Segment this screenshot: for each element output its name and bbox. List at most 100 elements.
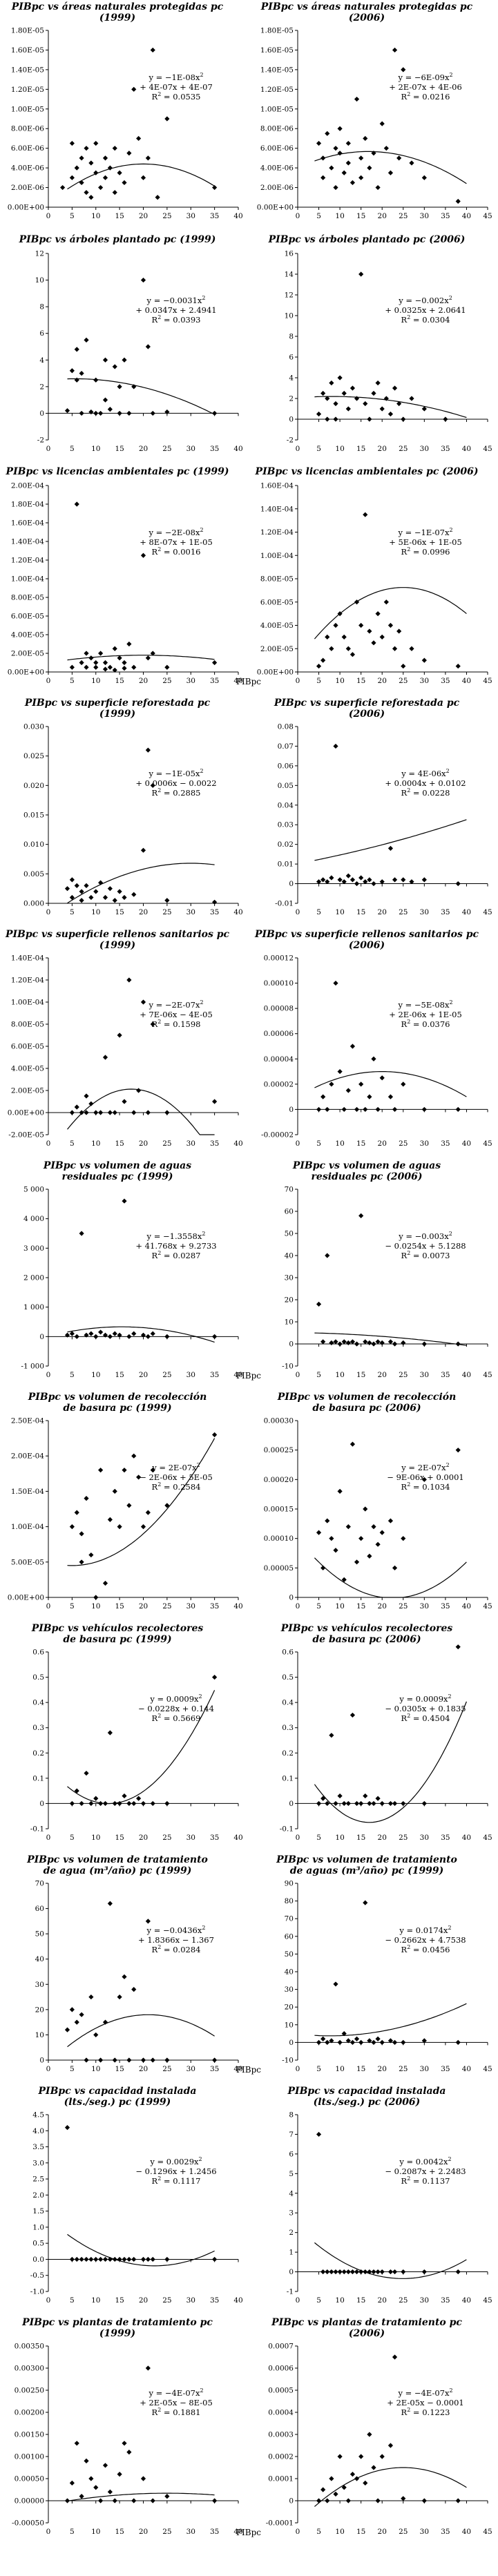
y-tick-label: -0.00050 — [12, 2519, 44, 2528]
equation-label: y = −0.0031x2 — [146, 295, 206, 305]
data-point — [79, 180, 84, 186]
data-point — [84, 1770, 89, 1776]
y-tick-label: 20 — [285, 2003, 294, 2012]
x-tick-label: 35 — [210, 1371, 219, 1379]
data-point — [341, 1339, 347, 1345]
y-tick-label: -2 — [287, 436, 294, 445]
y-tick-label: 1.20E-04 — [260, 528, 294, 537]
x-tick-label: 30 — [420, 445, 429, 453]
data-point — [122, 666, 127, 671]
data-point — [349, 1441, 356, 1447]
data-point — [345, 873, 351, 878]
equation-label: + 1.8366x − 1.367 — [138, 1935, 214, 1945]
x-tick-label: 35 — [441, 2065, 450, 2073]
data-point — [341, 879, 347, 885]
y-tick-label: 10 — [285, 2021, 294, 2029]
y-tick-label: 50 — [35, 1930, 44, 1939]
x-tick-label: 40 — [462, 1834, 471, 1842]
x-tick-label: 40 — [233, 212, 242, 220]
data-point — [379, 1075, 385, 1081]
equation-label: − 0.0305x + 0.1835 — [385, 1704, 466, 1713]
data-point — [316, 2039, 322, 2045]
data-point — [107, 407, 113, 412]
data-point — [375, 2036, 381, 2041]
data-point — [333, 1548, 338, 1553]
trendline — [67, 1326, 215, 1343]
y-tick-label: 0.05 — [278, 782, 294, 790]
data-point — [112, 364, 117, 369]
x-tick-label: 15 — [356, 445, 365, 453]
x-tick-label: 25 — [162, 677, 171, 685]
data-point — [363, 2480, 368, 2486]
data-point — [421, 1800, 427, 1807]
y-tick-label: 1.40E-04 — [11, 538, 44, 546]
data-point — [358, 2454, 364, 2459]
y-tick-label: 0.00200 — [15, 2409, 44, 2417]
data-point — [112, 2057, 117, 2063]
equation-label: − 2E-06x + 5E-05 — [140, 1472, 213, 1482]
data-point — [320, 155, 326, 161]
y-tick-label: 6 — [289, 2150, 294, 2158]
data-point — [354, 1800, 360, 1807]
y-tick-label: 0.00012 — [264, 954, 294, 963]
y-tick-label: 20 — [35, 2006, 44, 2014]
data-point — [102, 1800, 108, 1807]
x-tick-label: 30 — [420, 908, 429, 916]
data-point — [117, 410, 122, 416]
data-point — [341, 2031, 347, 2037]
y-tick-label: 3 — [289, 2209, 294, 2218]
y-tick-label: 0.00E+00 — [8, 204, 44, 212]
data-point — [333, 2269, 338, 2275]
x-tick-label: 25 — [399, 2296, 408, 2305]
data-point — [212, 1432, 218, 1438]
data-point — [112, 1331, 117, 1336]
data-point — [88, 409, 94, 415]
y-tick-label: 1.40E-04 — [260, 505, 294, 513]
data-point — [387, 1339, 394, 1345]
x-tick-label: 10 — [335, 677, 344, 685]
data-point — [325, 2269, 330, 2275]
y-tick-label: 1.00E-05 — [11, 105, 44, 113]
data-point — [98, 2498, 104, 2503]
x-tick-label: 5 — [70, 1140, 75, 1148]
y-tick-label: 0.00050 — [15, 2475, 44, 2483]
data-point — [333, 146, 338, 151]
data-point — [358, 1213, 364, 1218]
equation-label: + 2E-06x + 1E-05 — [389, 1010, 462, 1019]
y-tick-label: 30 — [35, 1981, 44, 1989]
data-point — [358, 175, 364, 180]
x-tick-label: 20 — [139, 2065, 148, 2073]
x-tick-label: 15 — [356, 2065, 365, 2073]
data-point — [145, 655, 151, 661]
data-point — [140, 277, 146, 283]
r-squared-label: R2 = 0.1137 — [401, 2175, 450, 2186]
data-point — [140, 552, 146, 558]
x-tick-label: 30 — [420, 2065, 429, 2073]
x-tick-label: 15 — [115, 1371, 124, 1379]
equation-label: y = −2E-08x2 — [148, 527, 203, 537]
data-point — [320, 2269, 326, 2275]
data-point — [74, 377, 79, 383]
y-tick-label: 1.20E-04 — [11, 557, 44, 565]
x-tick-label: 40 — [233, 1371, 242, 1379]
y-tick-label: 0.00015 — [264, 1506, 294, 1514]
x-tick-label: 40 — [462, 212, 471, 220]
chart-title: PIBpc vs licencias ambientales pc (1999) — [6, 466, 229, 477]
chart-title: PIBpc vs volumen de recolección — [277, 1392, 457, 1403]
data-point — [375, 1339, 381, 1345]
data-point — [455, 663, 461, 669]
data-point — [325, 2498, 330, 2503]
data-point — [333, 1981, 338, 1987]
y-tick-label: 3.5 — [32, 2143, 44, 2151]
scatter-chart: PIBpc vs superficie rellenos sanitarios … — [5, 929, 243, 1148]
y-tick-label: 8.00E-06 — [11, 125, 44, 133]
x-tick-label: 30 — [420, 2296, 429, 2305]
y-tick-label: 0.0001 — [268, 2475, 294, 2483]
equation-label: y = −0.003x2 — [398, 1231, 452, 1241]
chart-title: (2006) — [349, 2328, 385, 2339]
data-point — [379, 2039, 385, 2045]
y-tick-label: 2.0 — [32, 2191, 44, 2200]
trendline — [314, 1332, 467, 1346]
data-point — [455, 1106, 461, 1113]
